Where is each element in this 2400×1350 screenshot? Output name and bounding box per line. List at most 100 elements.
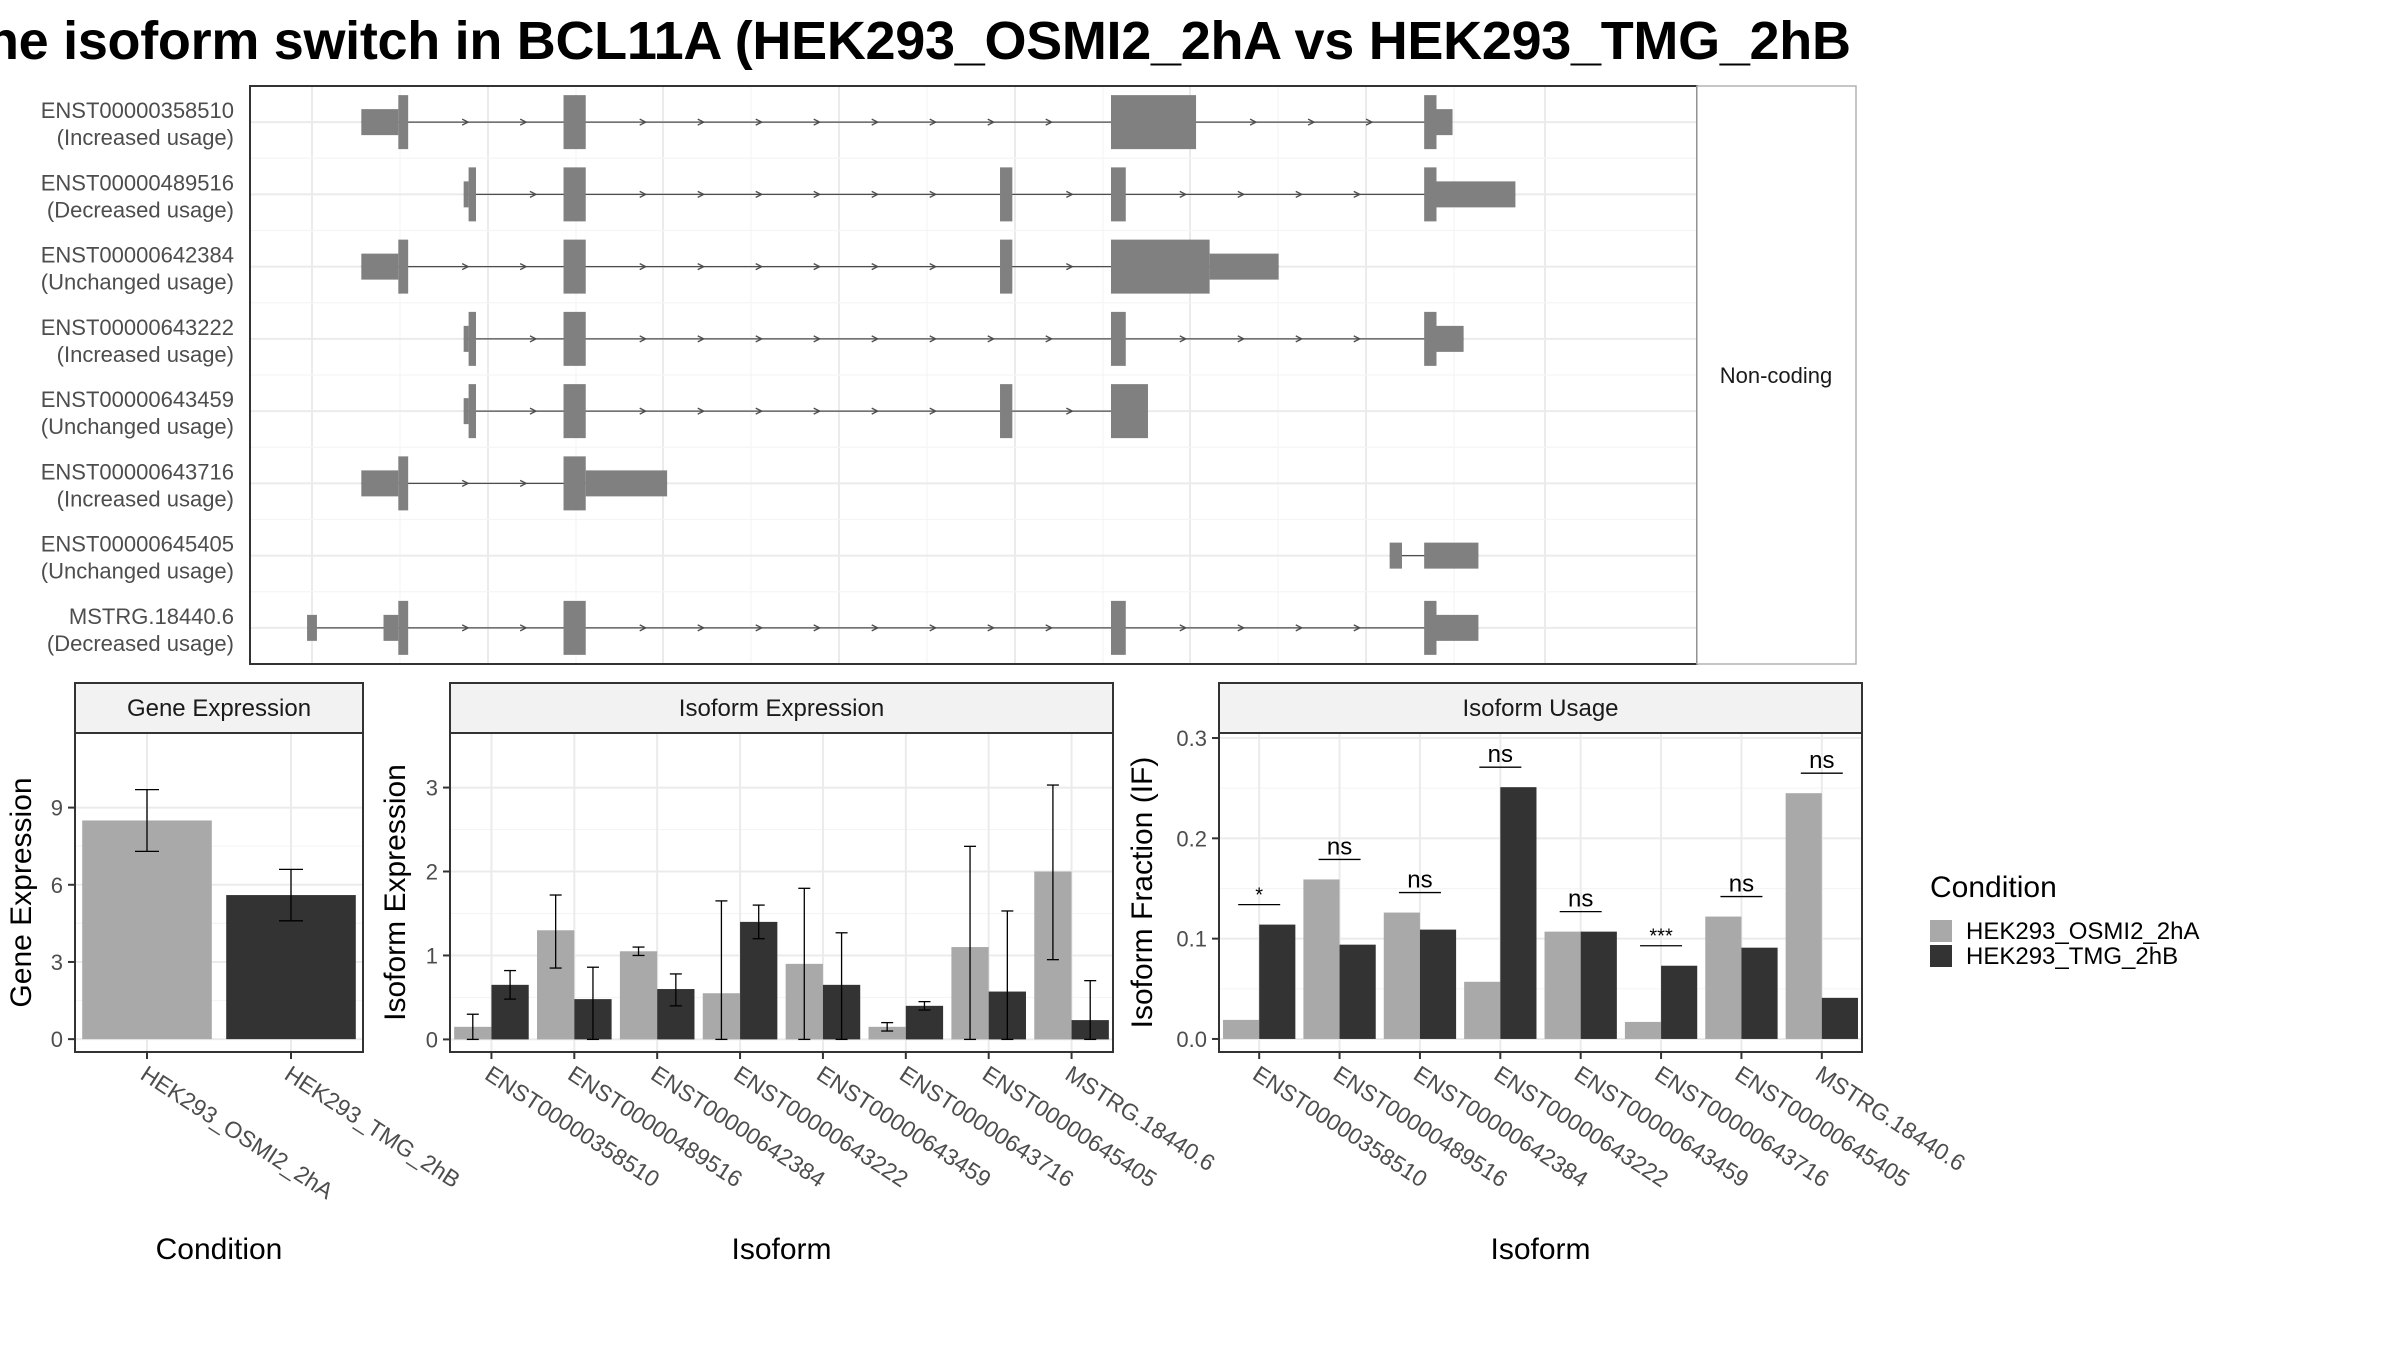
intron-arrow: [755, 190, 764, 198]
exon-block: [463, 325, 469, 352]
intron-arrow: [529, 335, 538, 343]
bar: [1464, 981, 1501, 1039]
bar: [619, 951, 658, 1040]
intron-arrow: [1045, 335, 1054, 343]
y-tick-label: 9: [51, 796, 63, 821]
intron-arrow: [1045, 624, 1054, 632]
intron-arrow: [639, 118, 648, 126]
exon-block: [398, 239, 409, 294]
exon-block: [463, 398, 469, 425]
panel-strip-label: Isoform Expression: [679, 695, 884, 722]
transcript-usage-label: (Decreased usage): [47, 197, 234, 222]
transcript-usage-label: (Unchanged usage): [41, 559, 234, 584]
intron-arrow: [529, 407, 538, 415]
exon-block: [1000, 167, 1013, 222]
intron-arrow: [871, 190, 880, 198]
intron-arrow: [755, 407, 764, 415]
exon-block: [563, 384, 586, 439]
exon-block: [383, 614, 399, 641]
intron-arrow: [1353, 335, 1362, 343]
intron-arrow: [697, 118, 706, 126]
significance-label: ns: [1327, 833, 1352, 860]
panel-strip: [74, 682, 364, 734]
bar: [1624, 1021, 1662, 1039]
exon-block: [361, 253, 399, 280]
bar: [1821, 997, 1858, 1039]
intron-arrow: [1295, 624, 1304, 632]
transcript-id-label: ENST00000358510: [41, 98, 234, 123]
exon-block: [1436, 181, 1516, 208]
intron-arrow: [813, 407, 822, 415]
y-axis-title: Gene Expression: [5, 777, 38, 1007]
transcript-usage-label: (Increased usage): [57, 125, 234, 150]
exon-block: [1110, 600, 1126, 655]
intron-arrow: [1249, 118, 1258, 126]
intron-arrow: [1295, 190, 1304, 198]
exon-block: [1424, 600, 1437, 655]
intron-arrow: [871, 335, 880, 343]
intron-arrow: [929, 263, 938, 271]
bar: [868, 1026, 906, 1040]
transcript-usage-label: (Increased usage): [57, 486, 234, 511]
intron-arrow: [1179, 190, 1188, 198]
significance-label: *: [1255, 885, 1263, 907]
intron-arrow: [697, 407, 706, 415]
intron-arrow: [929, 118, 938, 126]
intron-arrow: [813, 118, 822, 126]
intron-arrow: [1353, 190, 1362, 198]
exon-block: [468, 167, 476, 222]
significance-label: ns: [1809, 747, 1834, 774]
significance-label: ns: [1568, 886, 1593, 913]
exon-block: [1424, 311, 1437, 366]
y-tick-label: 0.3: [1176, 726, 1207, 751]
transcript-usage-label: (Unchanged usage): [41, 270, 234, 295]
transcript-id-label: ENST00000642384: [41, 243, 234, 268]
exon-block: [398, 456, 409, 511]
intron-arrow: [639, 335, 648, 343]
y-axis-title: Isoform Fraction (IF): [1126, 757, 1159, 1029]
intron-arrow: [1066, 407, 1074, 415]
intron-arrow: [929, 624, 938, 632]
y-tick-label: 2: [426, 860, 438, 885]
intron-arrow: [697, 190, 706, 198]
transcript-id-label: MSTRG.18440.6: [69, 604, 234, 629]
exon-block: [1110, 384, 1148, 439]
intron-arrow: [519, 479, 528, 487]
intron-arrow: [755, 624, 764, 632]
bar: [740, 921, 778, 1040]
intron-arrow: [1365, 118, 1374, 126]
intron-arrow: [461, 624, 470, 632]
exon-block: [1000, 239, 1013, 294]
exon-block: [1389, 542, 1402, 569]
bar: [1223, 1019, 1260, 1039]
intron-arrow: [697, 624, 706, 632]
panel-strip-label: Isoform Usage: [1462, 695, 1618, 722]
y-tick-label: 0: [426, 1027, 438, 1052]
intron-arrow: [639, 407, 648, 415]
significance-label: ns: [1407, 867, 1432, 894]
bar: [905, 1005, 944, 1040]
intron-arrow: [987, 118, 996, 126]
exon-block: [563, 456, 586, 511]
transcript-id-label: ENST00000645405: [41, 532, 234, 557]
bar: [1661, 965, 1698, 1039]
intron-arrow: [461, 118, 470, 126]
y-tick-label: 1: [426, 943, 438, 968]
intron-arrow: [871, 263, 880, 271]
intron-arrow: [519, 263, 528, 271]
intron-arrow: [519, 624, 528, 632]
panel-strip-label: Gene Expression: [127, 695, 311, 722]
bar: [1544, 931, 1581, 1039]
figure-title: he isoform switch in BCL11A (HEK293_OSMI…: [0, 11, 1851, 71]
exon-block: [563, 167, 586, 222]
intron-arrow: [871, 118, 880, 126]
intron-arrow: [871, 407, 880, 415]
intron-arrow: [929, 335, 938, 343]
exon-block: [1424, 167, 1437, 222]
transcript-usage-label: (Decreased usage): [47, 631, 234, 656]
facet-strip-label: Non-coding: [1720, 363, 1833, 388]
intron-arrow: [1237, 190, 1246, 198]
exon-block: [1110, 311, 1126, 366]
intron-arrow: [755, 263, 764, 271]
